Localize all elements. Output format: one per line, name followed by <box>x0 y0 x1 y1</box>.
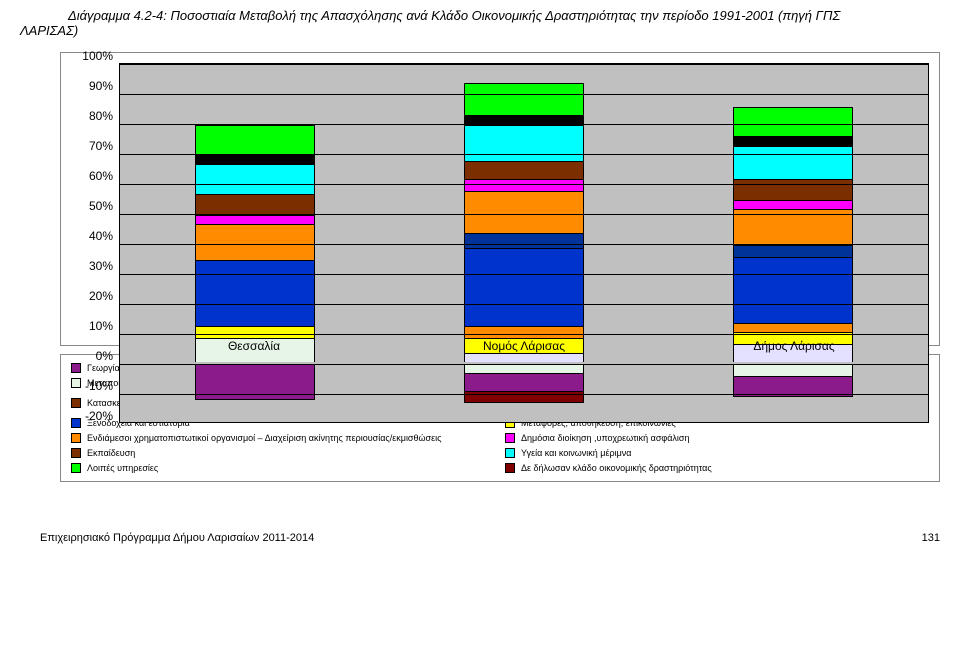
legend-label: Υγεία και κοινωνική μέριμνα <box>521 448 632 458</box>
grid-line <box>120 214 928 215</box>
legend-swatch <box>71 378 81 388</box>
bar-column <box>733 64 853 422</box>
bar-column <box>464 64 584 422</box>
legend-item: Ενδιάμεσοι χρηματοπιστωτικοί οργανισμοί … <box>71 433 495 443</box>
bar-segment <box>195 194 315 215</box>
grid-line <box>120 274 928 275</box>
bar-segment <box>195 125 315 155</box>
grid-line <box>120 304 928 305</box>
bar-segment <box>464 248 584 326</box>
bar-segment <box>464 233 584 248</box>
legend-swatch <box>71 448 81 458</box>
bar-segment <box>733 179 853 200</box>
legend-swatch <box>505 463 515 473</box>
chart-frame: 100%90%80%70%60%50%40%30%20%10%0%-10%-20… <box>60 52 940 346</box>
bar-segment <box>733 257 853 323</box>
negative-stack <box>464 364 584 403</box>
plot-wrap: 100%90%80%70%60%50%40%30%20%10%0%-10%-20… <box>71 63 929 423</box>
grid-line <box>120 334 928 335</box>
bar-segment <box>464 161 584 179</box>
bar-segment <box>195 260 315 326</box>
positive-stack <box>733 107 853 362</box>
legend-label: Δε δήλωσαν κλάδο οικονομικής δραστηριότη… <box>521 463 712 473</box>
plot-area <box>119 63 929 423</box>
legend-swatch <box>71 463 81 473</box>
chart-title-line1: Διάγραμμα 4.2-4: Ποσοστιαία Μεταβολή της… <box>20 8 940 23</box>
bar-segment <box>733 245 853 257</box>
legend-swatch <box>71 398 81 408</box>
legend-item: Υγεία και κοινωνική μέριμνα <box>505 448 929 458</box>
bar-segment <box>464 125 584 161</box>
chart-title-line2: ΛΑΡΙΣΑΣ) <box>20 23 940 38</box>
bar-segment <box>733 323 853 332</box>
legend-label: Εκπαίδευση <box>87 448 135 458</box>
bar-segment <box>733 200 853 209</box>
legend-swatch <box>71 418 81 428</box>
bar-segment <box>195 215 315 224</box>
page-number: 131 <box>922 532 940 544</box>
legend-item: Δε δήλωσαν κλάδο οικονομικής δραστηριότη… <box>505 463 929 473</box>
bar-segment <box>464 373 584 391</box>
bar-segment <box>733 107 853 137</box>
grid-line <box>120 154 928 155</box>
bar-segment <box>195 155 315 164</box>
footer-text: Επιχειρησιακό Πρόγραμμα Δήμου Λαρισαίων … <box>40 532 314 544</box>
bar-column <box>195 64 315 422</box>
grid-line <box>120 244 928 245</box>
grid-line <box>120 94 928 95</box>
bar-segment <box>464 364 584 373</box>
grid-line <box>120 124 928 125</box>
legend-label: Λοιπές υπηρεσίες <box>87 463 158 473</box>
bar-segment <box>464 83 584 116</box>
legend-label: Δημόσια διοίκηση ,υποχρεωτική ασφάλιση <box>521 433 690 443</box>
bar-segment <box>464 179 584 191</box>
legend-swatch <box>71 433 81 443</box>
legend-item: Εκπαίδευση <box>71 448 495 458</box>
page-footer: Επιχειρησιακό Πρόγραμμα Δήμου Λαρισαίων … <box>40 532 940 544</box>
bar-segment <box>195 164 315 194</box>
grid-line <box>120 184 928 185</box>
grid-line <box>120 364 928 365</box>
bar-segment <box>195 224 315 260</box>
bar-segment <box>464 391 584 403</box>
page: Διάγραμμα 4.2-4: Ποσοστιαία Μεταβολή της… <box>0 0 960 564</box>
legend-item: Δημόσια διοίκηση ,υποχρεωτική ασφάλιση <box>505 433 929 443</box>
grid-line <box>120 64 928 65</box>
legend-swatch <box>71 363 81 373</box>
legend-item: Λοιπές υπηρεσίες <box>71 463 495 473</box>
bar-segment <box>733 146 853 179</box>
legend-swatch <box>505 433 515 443</box>
legend-label: Ενδιάμεσοι χρηματοπιστωτικοί οργανισμοί … <box>87 433 441 443</box>
bar-segment <box>464 191 584 233</box>
bar-segment <box>733 364 853 376</box>
grid-line <box>120 394 928 395</box>
bar-segment <box>195 326 315 338</box>
negative-stack <box>733 364 853 397</box>
bars-row <box>120 64 928 422</box>
bar-segment <box>464 326 584 338</box>
legend-swatch <box>505 448 515 458</box>
bar-segment <box>733 137 853 146</box>
bar-segment <box>464 353 584 362</box>
